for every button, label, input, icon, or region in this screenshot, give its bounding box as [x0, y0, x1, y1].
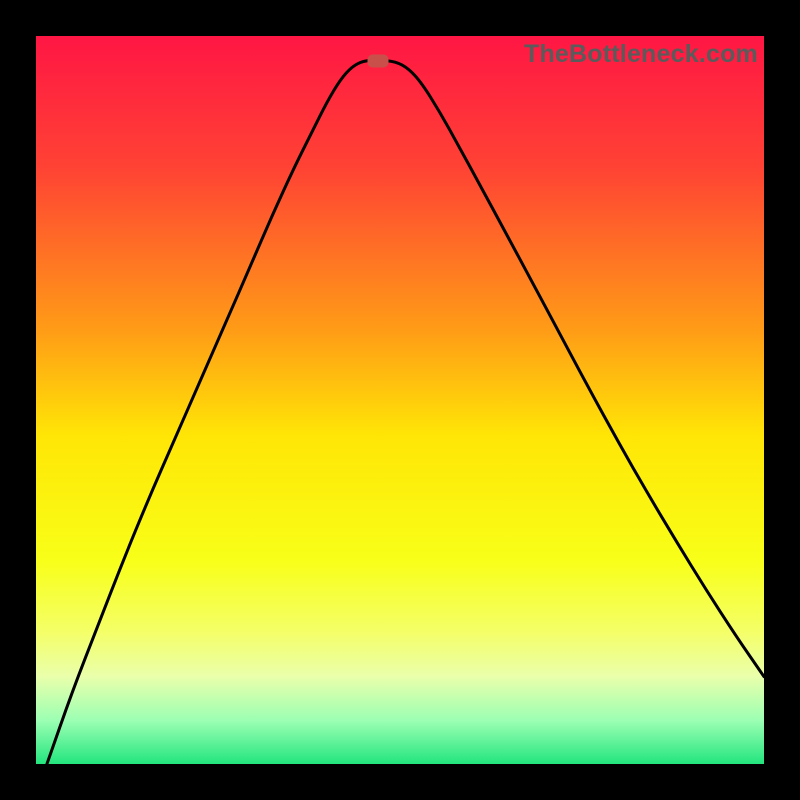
- chart-frame: TheBottleneck.com: [0, 0, 800, 800]
- watermark-text: TheBottleneck.com: [524, 40, 758, 69]
- plot-area: TheBottleneck.com: [36, 36, 764, 764]
- optimal-point-marker: [368, 55, 389, 68]
- bottleneck-curve: [36, 36, 764, 764]
- gradient-background: [36, 36, 764, 764]
- chart-border: TheBottleneck.com: [0, 0, 800, 800]
